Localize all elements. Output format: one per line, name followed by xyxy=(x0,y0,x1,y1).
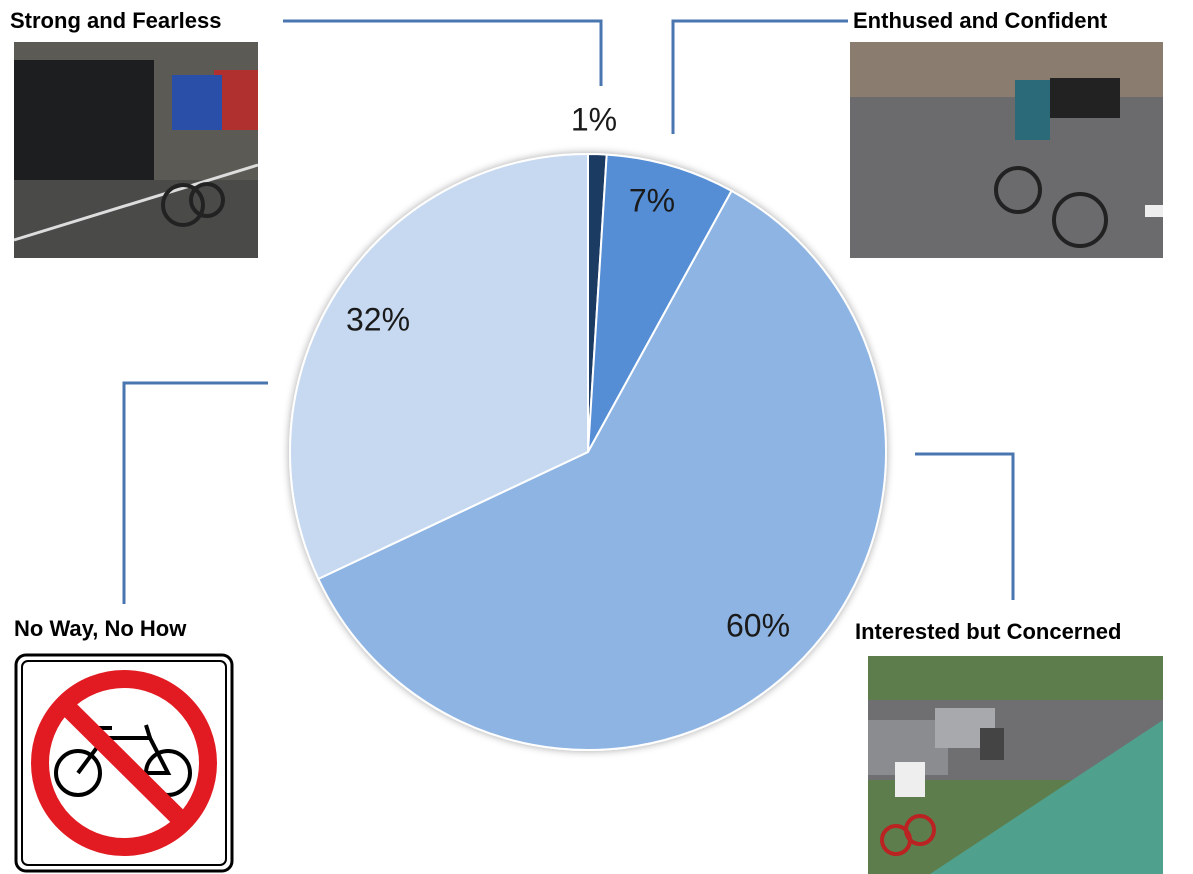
category-label: Interested but Concerned xyxy=(855,619,1121,644)
no-bike-sign xyxy=(14,653,234,873)
connector xyxy=(671,19,848,134)
connector xyxy=(915,452,1015,600)
value-label: 1% xyxy=(571,101,617,137)
pie xyxy=(289,152,887,751)
pie-slice xyxy=(289,152,589,581)
photo xyxy=(13,42,259,258)
value-label: 7% xyxy=(629,182,675,218)
value-label: 60% xyxy=(726,607,790,643)
category-label: No Way, No How xyxy=(14,616,187,641)
connector xyxy=(122,381,268,604)
value-label: 32% xyxy=(346,301,410,337)
pie-slice xyxy=(317,189,887,751)
pie-slice xyxy=(587,153,733,453)
category-label: Enthused and Confident xyxy=(853,8,1108,33)
connector xyxy=(283,19,603,86)
photo xyxy=(850,42,1163,258)
category-label: Strong and Fearless xyxy=(10,8,222,33)
photo xyxy=(868,656,1163,874)
